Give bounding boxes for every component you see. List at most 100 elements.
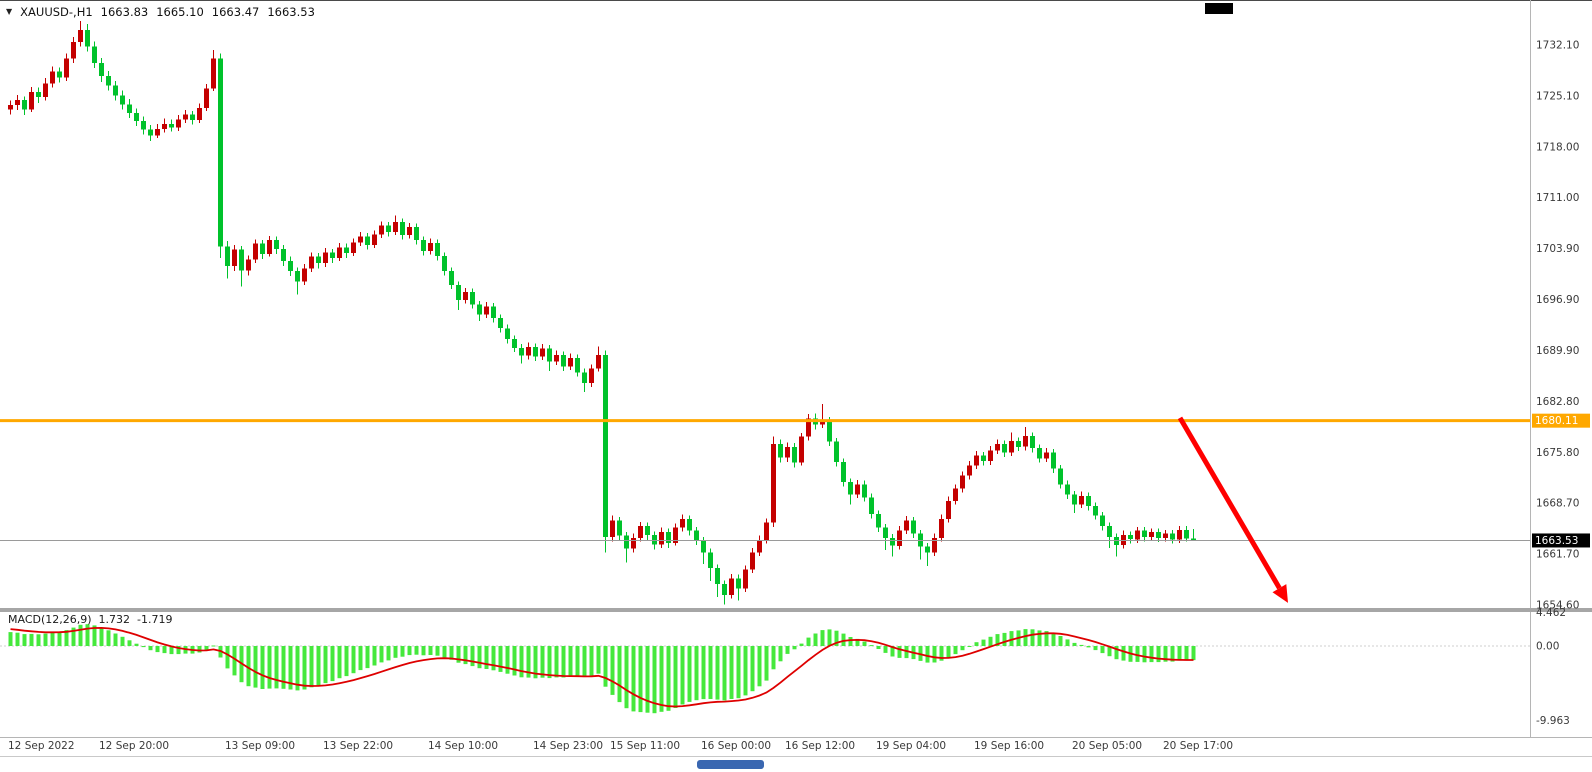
candle-body <box>757 540 762 553</box>
candle-body <box>169 123 174 128</box>
price-scale[interactable]: 1732.10 1725.10 1718.00 1711.00 1703.90 1696.… <box>1536 40 1579 728</box>
candle-body <box>393 222 398 233</box>
candle-body <box>316 256 321 264</box>
macd-histogram-bar <box>414 646 419 655</box>
candle-body <box>218 58 223 247</box>
candle-body <box>883 527 888 538</box>
macd-histogram-bar <box>841 633 846 646</box>
candle-body <box>554 355 559 362</box>
macd-histogram-bar <box>1030 629 1035 646</box>
candle-body <box>463 292 468 300</box>
time-scale[interactable]: 12 Sep 2022 12 Sep 20:00 13 Sep 09:00 13 Se… <box>8 740 1233 752</box>
macd-histogram-bar <box>750 646 755 692</box>
candle-body <box>491 306 496 319</box>
symbol-dropdown-icon[interactable]: ▼ <box>6 7 13 16</box>
price-tick-label: 1696.90 <box>1536 294 1579 306</box>
candle-body <box>1044 452 1049 459</box>
macd-histogram-bar <box>162 646 167 654</box>
macd-histogram-bar <box>407 646 412 656</box>
symbol-label: XAUUSD-,H1 <box>20 5 93 19</box>
macd-histogram-bar <box>519 646 524 678</box>
time-tick-label: 12 Sep 2022 <box>8 740 75 752</box>
price-tick-label: 1689.90 <box>1536 345 1579 357</box>
candle-body <box>953 488 958 501</box>
macd-histogram-bar <box>820 630 825 646</box>
candle-body <box>421 240 426 251</box>
candle-body <box>211 58 216 89</box>
candle-body <box>281 248 286 262</box>
candle-body <box>771 443 776 523</box>
time-tick-label: 13 Sep 22:00 <box>323 740 393 752</box>
macd-histogram-bar <box>764 646 769 681</box>
macd-histogram-bar <box>862 641 867 646</box>
macd-indicator-label: MACD(12,26,9) 1.732 -1.719 <box>8 613 173 626</box>
macd-histogram-bar <box>43 633 48 646</box>
macd-histogram-bar <box>848 637 853 646</box>
candle-body <box>610 520 615 538</box>
macd-tick-label: -9.963 <box>1536 715 1570 727</box>
macd-histogram-bar <box>988 636 993 646</box>
candle-body <box>190 114 195 121</box>
macd-histogram-bar <box>1121 646 1126 661</box>
pane-divider[interactable] <box>0 608 1592 612</box>
candle-body <box>288 261 293 272</box>
candle-body <box>533 347 538 357</box>
macd-histogram-bar <box>666 646 671 711</box>
candle-body <box>8 105 13 110</box>
candle-body <box>120 95 125 105</box>
candle-body <box>428 243 433 251</box>
macd-histogram-bar <box>64 630 69 646</box>
candle-body <box>1016 441 1021 447</box>
bottom-scrollbar-thumb[interactable] <box>697 760 764 769</box>
candle-body <box>526 347 531 356</box>
macd-histogram-bar <box>267 646 272 689</box>
candle-body <box>99 63 104 77</box>
macd-panel <box>0 624 1530 714</box>
candle-body <box>1051 452 1056 469</box>
candle-body <box>71 42 76 59</box>
candle-body <box>561 355 566 367</box>
macd-histogram-bar <box>491 646 496 671</box>
macd-histogram-bar <box>582 646 587 678</box>
candle-body <box>1037 448 1042 459</box>
macd-histogram-bar <box>1107 646 1112 657</box>
candle-body <box>981 455 986 462</box>
candle-body <box>1072 494 1077 505</box>
candle-body <box>946 500 951 519</box>
price-tick-label: 1661.70 <box>1536 549 1579 561</box>
candle-body <box>988 450 993 462</box>
macd-histogram-bar <box>603 646 608 687</box>
trend-arrow[interactable] <box>1177 416 1288 603</box>
macd-histogram-bar <box>57 631 62 646</box>
candle-body <box>1142 530 1147 538</box>
candle-body <box>505 328 510 340</box>
trend-arrow-head <box>1272 584 1288 603</box>
macd-histogram-bar <box>92 625 97 646</box>
candle-body <box>197 107 202 121</box>
candle-body <box>995 443 1000 451</box>
candle-body <box>1023 435 1028 447</box>
macd-histogram-bar <box>1002 632 1007 646</box>
candle-body <box>596 355 601 369</box>
time-tick-label: 16 Sep 00:00 <box>701 740 771 752</box>
current-price-tag-text: 1663.53 <box>1535 535 1578 547</box>
macd-histogram-bar <box>946 646 951 658</box>
candle-body <box>659 532 664 545</box>
macd-histogram-bar <box>694 646 699 701</box>
macd-histogram-bar <box>295 646 300 691</box>
candle-body <box>449 271 454 285</box>
macd-histogram-bar <box>134 643 139 646</box>
candle-body <box>1163 533 1168 538</box>
macd-histogram-bar <box>372 646 377 666</box>
macd-histogram-bar <box>274 646 279 689</box>
candle-body <box>925 546 930 553</box>
candle-body <box>400 222 405 235</box>
candle-body <box>64 58 69 78</box>
macd-histogram-bar <box>379 646 384 663</box>
macd-histogram-bar <box>1163 646 1168 662</box>
candle-body <box>148 129 153 136</box>
macd-histogram-bar <box>71 627 76 646</box>
candle-body <box>834 441 839 462</box>
macd-signal-line <box>10 626 1194 708</box>
